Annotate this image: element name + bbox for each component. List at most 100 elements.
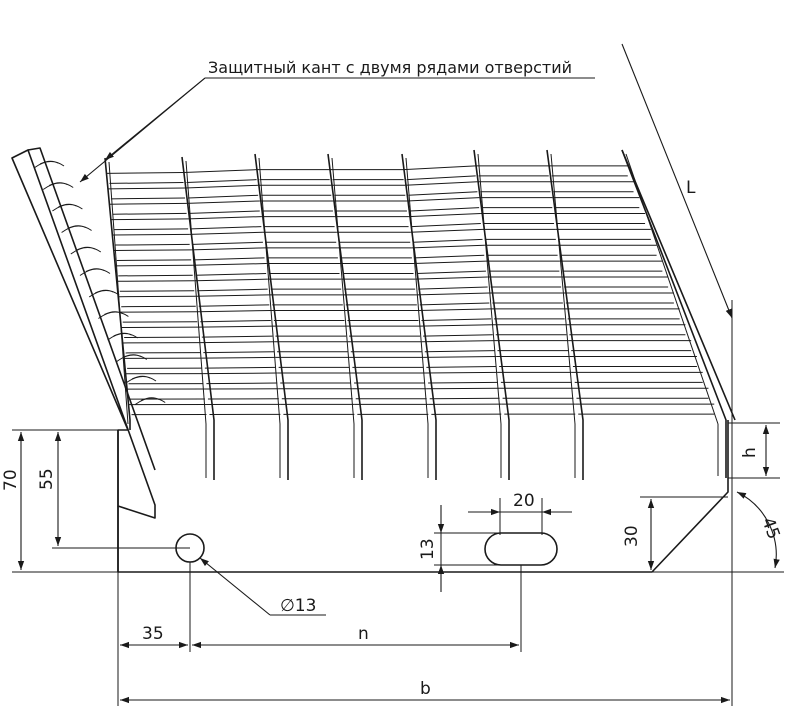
nosing-perforation bbox=[125, 375, 157, 384]
cross-bar-front bbox=[200, 319, 271, 323]
bearing-bar-edge bbox=[405, 157, 429, 425]
label-b: b bbox=[420, 679, 431, 699]
cross-bar-front bbox=[411, 223, 481, 228]
cross-bar-front bbox=[203, 351, 275, 354]
cross-bar bbox=[200, 341, 275, 344]
cross-bar-front bbox=[206, 382, 278, 385]
dimension-30: 30 bbox=[622, 496, 728, 570]
dimension-13-slot: 13 bbox=[418, 505, 500, 592]
nosing-perforation bbox=[98, 311, 129, 319]
cross-bar-front bbox=[112, 212, 187, 215]
nosing-perforation bbox=[52, 203, 83, 212]
cross-bar-front bbox=[416, 270, 486, 275]
cross-bar bbox=[185, 184, 259, 189]
grating-mesh bbox=[104, 149, 736, 480]
cross-bar bbox=[110, 218, 189, 221]
cross-bar bbox=[115, 264, 193, 267]
label-20: 20 bbox=[513, 491, 535, 511]
cross-bar-front bbox=[115, 243, 190, 246]
cross-bar bbox=[411, 244, 485, 249]
cross-bar bbox=[112, 233, 190, 236]
cross-bar-front bbox=[406, 175, 476, 181]
nosing-perforation bbox=[88, 289, 120, 298]
cross-bar bbox=[109, 202, 187, 205]
dimension-b: b bbox=[120, 679, 730, 704]
cross-bar bbox=[186, 200, 260, 204]
cross-bar bbox=[415, 276, 488, 280]
cross-bar-front bbox=[109, 181, 184, 184]
cross-bar bbox=[189, 231, 263, 235]
label-70: 70 bbox=[1, 469, 21, 491]
cross-bar bbox=[107, 187, 186, 190]
label-55: 55 bbox=[37, 468, 57, 490]
cross-bar bbox=[408, 213, 481, 218]
cross-bar bbox=[188, 216, 262, 220]
cross-bar bbox=[406, 197, 480, 202]
dimension-L: L bbox=[621, 43, 733, 706]
cross-bar bbox=[418, 308, 492, 311]
slot-hole bbox=[484, 532, 558, 566]
cross-bar-front bbox=[408, 191, 478, 196]
label-30: 30 bbox=[622, 525, 642, 547]
cross-bar-front bbox=[418, 286, 488, 290]
cross-bar-front bbox=[191, 226, 262, 230]
cross-bar bbox=[198, 325, 273, 328]
cross-bar-front bbox=[195, 273, 267, 276]
cross-bar bbox=[201, 356, 276, 359]
cross-bar-front bbox=[116, 259, 192, 261]
cross-bar-front bbox=[421, 318, 492, 321]
cross-bar bbox=[195, 294, 270, 297]
nosing-perforation bbox=[116, 354, 148, 362]
cross-bar bbox=[423, 355, 497, 358]
label-35: 35 bbox=[142, 624, 164, 644]
dimension-20: 20 bbox=[468, 491, 572, 535]
leader-hole-diameter: ∅13 bbox=[199, 557, 326, 616]
nosing-perforation bbox=[79, 268, 111, 276]
bearing-bar-edge bbox=[258, 157, 281, 425]
cross-bar-front bbox=[198, 304, 270, 307]
caption-leader: Защитный кант с двумя рядами отверстий bbox=[79, 58, 595, 183]
bearing-bar-edge bbox=[331, 157, 355, 425]
label-13-slot: 13 bbox=[418, 538, 438, 560]
label-45: 45 bbox=[757, 515, 783, 542]
cross-bar-front bbox=[113, 228, 189, 231]
bearing-bar bbox=[104, 157, 131, 430]
bearing-bar bbox=[621, 149, 727, 478]
cross-bar-front bbox=[204, 366, 276, 369]
cross-bar bbox=[116, 280, 195, 282]
bearing-bar-edge bbox=[108, 161, 129, 425]
cross-bar bbox=[191, 247, 265, 251]
cross-bar bbox=[403, 165, 476, 171]
cross-bar bbox=[416, 292, 490, 296]
cross-bar-front bbox=[118, 274, 193, 277]
cross-bar-front bbox=[409, 207, 480, 212]
nosing-perforation bbox=[61, 225, 92, 233]
cross-bar-front bbox=[186, 179, 257, 183]
nosing-perforation bbox=[134, 397, 166, 405]
dimension-h: h bbox=[728, 422, 780, 479]
cross-bar bbox=[203, 372, 278, 375]
cross-bar bbox=[410, 228, 483, 233]
right-rail bbox=[621, 149, 736, 421]
cross-bar-front bbox=[192, 241, 263, 245]
cross-bar-front bbox=[428, 381, 498, 384]
cross-bar bbox=[405, 181, 478, 186]
dimension-70: 70 bbox=[1, 429, 128, 573]
cross-bar-front bbox=[419, 302, 490, 306]
dimension-45-angle: 45 bbox=[652, 491, 784, 573]
cross-bar bbox=[192, 263, 267, 266]
cross-bar-front bbox=[189, 210, 260, 214]
cross-bar-front bbox=[423, 334, 493, 337]
cross-bar-front bbox=[194, 257, 265, 261]
cross-bar-front bbox=[119, 290, 195, 292]
cross-bar-front bbox=[424, 350, 495, 353]
caption-text: Защитный кант с двумя рядами отверстий bbox=[208, 58, 572, 77]
cross-bar bbox=[425, 371, 498, 374]
cross-bar-front bbox=[413, 238, 483, 243]
nosing-perforation bbox=[107, 332, 138, 341]
nosing-perforation bbox=[70, 246, 102, 255]
nosing-perforation bbox=[33, 160, 65, 169]
cross-bar bbox=[106, 171, 184, 174]
cross-bar-front bbox=[188, 194, 259, 199]
